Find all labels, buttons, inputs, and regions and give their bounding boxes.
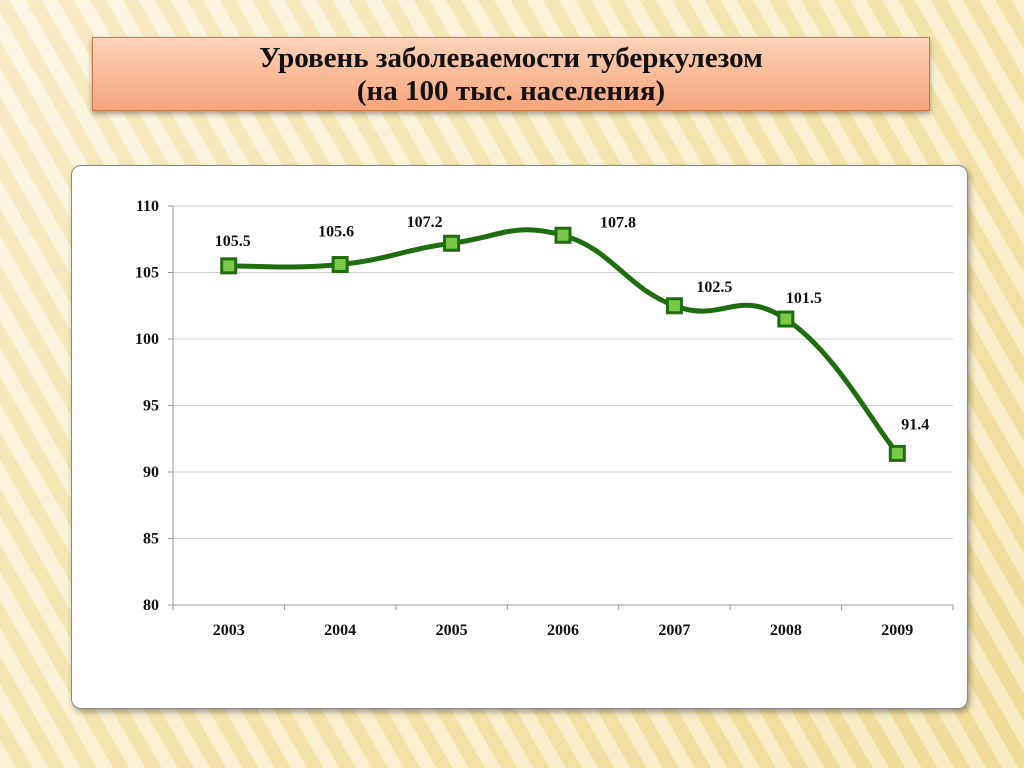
- y-tick-label: 95: [143, 398, 159, 415]
- data-point-marker: [888, 444, 906, 462]
- data-label: 102.5: [696, 279, 732, 296]
- x-tick-label: 2003: [213, 622, 245, 639]
- data-label: 101.5: [786, 290, 822, 307]
- y-tick-label: 90: [143, 464, 159, 481]
- chart-title-line-1: Уровень заболеваемости туберкулезом: [259, 42, 763, 74]
- data-label: 105.6: [318, 224, 354, 241]
- data-point-marker: [220, 257, 238, 275]
- y-tick-label: 100: [135, 331, 159, 348]
- y-tick-label: 110: [136, 198, 159, 215]
- x-tick-label: 2005: [436, 622, 468, 639]
- x-tick-label: 2004: [324, 622, 356, 639]
- data-point-marker: [443, 234, 461, 252]
- y-tick-label: 80: [143, 597, 159, 614]
- series-line: [226, 227, 900, 456]
- data-label: 107.2: [407, 214, 443, 231]
- data-point-marker: [665, 297, 683, 315]
- data-point-marker: [554, 226, 572, 244]
- data-point-marker: [331, 256, 349, 274]
- y-tick-label: 105: [135, 265, 159, 282]
- data-point-marker: [777, 310, 795, 328]
- x-tick-label: 2009: [881, 622, 913, 639]
- x-tick-label: 2008: [770, 622, 802, 639]
- chart-title-line-2: (на 100 тыс. населения): [356, 75, 666, 107]
- data-label: 91.4: [901, 416, 929, 433]
- data-label: 105.5: [215, 233, 251, 250]
- data-label: 107.8: [600, 214, 636, 231]
- title-banner: Уровень заболеваемости туберкулезом (на …: [92, 37, 930, 111]
- chart-card: [71, 165, 968, 709]
- y-tick-label: 85: [143, 531, 159, 548]
- x-tick-label: 2006: [547, 622, 579, 639]
- x-tick-label: 2007: [658, 622, 690, 639]
